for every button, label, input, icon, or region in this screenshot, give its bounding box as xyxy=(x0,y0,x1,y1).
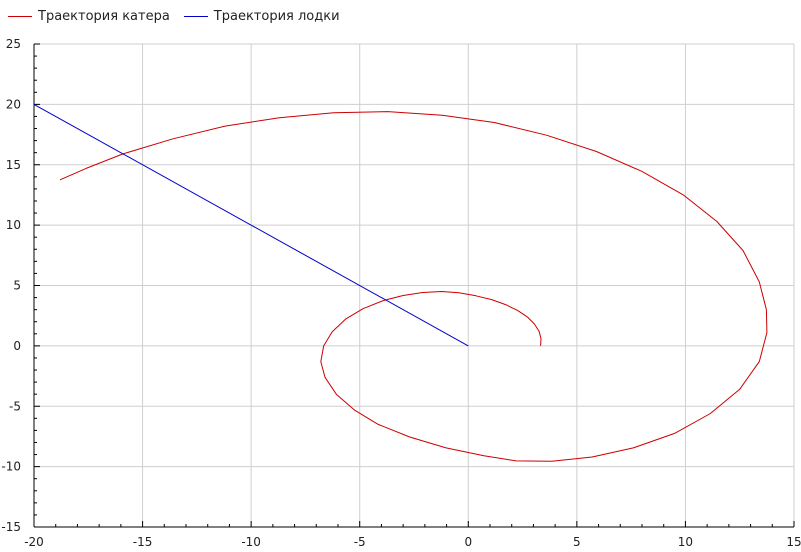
y-tick-label: -5 xyxy=(9,399,21,413)
y-tick-label: 5 xyxy=(13,279,21,293)
y-tick-label: 10 xyxy=(6,218,21,232)
x-tick-label: -5 xyxy=(354,535,366,549)
y-tick-label: 0 xyxy=(13,339,21,353)
legend-swatch-series-2 xyxy=(183,16,208,17)
legend-swatch-series-1 xyxy=(8,16,32,17)
y-tick-label: -10 xyxy=(1,460,21,474)
x-tick-label: 0 xyxy=(464,535,472,549)
legend-item-series-2: Траектория лодки xyxy=(183,9,340,24)
x-tick-label: -20 xyxy=(24,535,44,549)
legend-label-series-1: Траектория катера xyxy=(38,9,170,24)
y-tick-label: 15 xyxy=(6,158,21,172)
y-tick-label: 25 xyxy=(6,37,21,51)
legend-item-series-1: Траектория катера xyxy=(8,9,170,24)
x-tick-label: 5 xyxy=(573,535,581,549)
series-line-1 xyxy=(59,111,768,462)
series-line-2 xyxy=(33,103,469,347)
y-tick-label: -15 xyxy=(1,520,21,534)
x-tick-label: 10 xyxy=(678,535,693,549)
x-tick-label: -10 xyxy=(241,535,261,549)
legend: Траектория катера Траектория лодки xyxy=(8,9,340,24)
x-tick-label: -15 xyxy=(133,535,153,549)
y-tick-label: 20 xyxy=(6,97,21,111)
x-tick-label: 15 xyxy=(786,535,801,549)
legend-label-series-2: Траектория лодки xyxy=(213,9,340,24)
